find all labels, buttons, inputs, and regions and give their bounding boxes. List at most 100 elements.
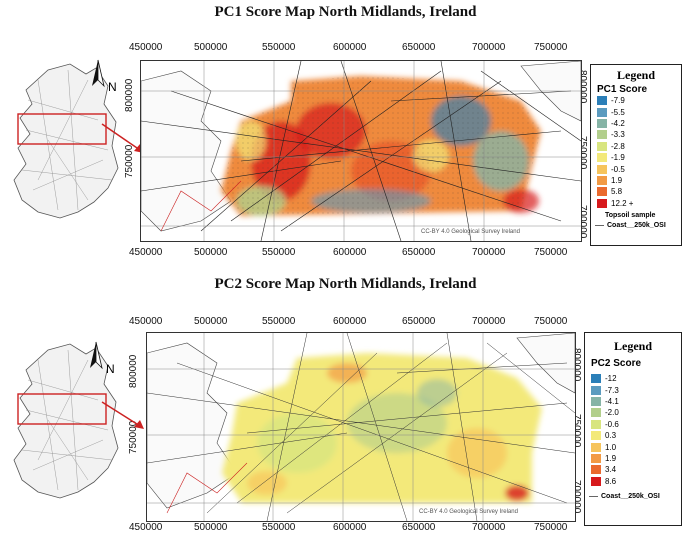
legend-swatch [591, 453, 601, 463]
legend-swatch [597, 175, 607, 185]
legend-entry: -2.0 [591, 407, 681, 418]
legend-swatch [591, 374, 601, 384]
x-tick-label: 450000 [129, 316, 163, 327]
north-arrow-icon [92, 59, 105, 88]
legend-coast-entry: Coast__250k_OSI [589, 493, 681, 500]
study-area-box [17, 393, 107, 425]
legend-subtitle: PC2 Score [591, 358, 642, 369]
legend-entry-label: 5.8 [611, 187, 623, 197]
legend-entry-label: -0.5 [611, 164, 625, 174]
x-tick-label: 750000 [534, 42, 568, 53]
legend-entry: -1.9 [597, 152, 681, 163]
legend-entry: -12 [591, 373, 681, 384]
x-tick-label: 700000 [472, 247, 506, 258]
legend-entry-label: 1.0 [605, 442, 617, 452]
x-tick-label: 450000 [129, 42, 163, 53]
pc1-map-frame: CC-BY 4.0 Geological Survey Ireland [140, 60, 582, 242]
legend-entry: -2.8 [597, 141, 681, 152]
x-tick-label: 650000 [402, 522, 436, 533]
legend-entry: -4.1 [591, 396, 681, 407]
legend-swatch [597, 187, 607, 197]
legend-entry-label: 8.6 [605, 476, 617, 486]
x-tick-label: 700000 [472, 522, 506, 533]
x-tick-label: 750000 [534, 316, 568, 327]
legend-entry: -0.5 [597, 163, 681, 174]
legend-title: Legend [613, 339, 652, 353]
x-tick-label: 500000 [194, 247, 228, 258]
legend-swatch [591, 408, 601, 418]
zoom-arrow-icon [101, 401, 144, 429]
legend-entry: -5.5 [597, 106, 681, 117]
legend-entry-label: 3.4 [605, 465, 617, 475]
ireland-inset-map [13, 63, 119, 219]
ireland-inset-map [13, 343, 119, 499]
x-tick-label: 450000 [129, 247, 163, 258]
legend-entry: 1.9 [597, 175, 681, 186]
legend-entry-label: -12 [605, 374, 617, 384]
legend-coast-entry: Coast__250k_OSI [595, 222, 681, 229]
legend-entry-label: -7.9 [611, 96, 625, 106]
x-tick-label: 550000 [262, 522, 296, 533]
legend-swatch [597, 130, 607, 140]
legend-swatch [591, 476, 601, 486]
x-tick-label: 700000 [472, 42, 506, 53]
y-tick-label: 800000 [128, 354, 139, 388]
legend-entry-label: 0.3 [605, 431, 617, 441]
x-tick-label: 550000 [262, 42, 296, 53]
x-tick-label: 500000 [194, 522, 228, 533]
map-title: PC2 Score Map North Midlands, Ireland [214, 276, 477, 292]
legend-swatch [591, 442, 601, 452]
pc1-map-canvas [141, 61, 581, 241]
legend-swatch [591, 385, 601, 395]
legend-entry: 0.3 [591, 430, 681, 441]
x-tick-label: 600000 [333, 247, 367, 258]
legend-swatch [597, 118, 607, 128]
legend-entry-label: -3.3 [611, 130, 625, 140]
pc1-panel: PC1 Score Map North Midlands, Ireland 45… [0, 0, 691, 265]
legend-swatch [591, 465, 601, 475]
pc2-map-canvas [147, 333, 575, 521]
legend-entry: 5.8 [597, 186, 681, 197]
legend-entry-label: -4.1 [605, 396, 619, 406]
legend-title: Legend [616, 68, 655, 82]
legend-swatch [597, 164, 607, 174]
x-tick-label: 550000 [262, 247, 296, 258]
legend-swatch [597, 198, 607, 208]
legend-swatch [591, 419, 601, 429]
legend-entry-label: 1.9 [605, 453, 617, 463]
study-area-box [17, 113, 107, 145]
legend-swatch [591, 396, 601, 406]
legend-swatch [597, 141, 607, 151]
legend-swatch [597, 96, 607, 106]
x-tick-label: 650000 [402, 42, 436, 53]
x-tick-label: 550000 [262, 316, 296, 327]
legend-entry-label: -2.0 [605, 408, 619, 418]
pc2-panel: PC2 Score Map North Midlands, Ireland 45… [0, 268, 691, 533]
x-tick-label: 600000 [333, 316, 367, 327]
legend-entry-label: -5.5 [611, 107, 625, 117]
legend-entry: -0.6 [591, 419, 681, 430]
legend-entry: -7.3 [591, 384, 681, 395]
north-label: N [106, 362, 115, 376]
map-title: PC1 Score Map North Midlands, Ireland [214, 4, 477, 20]
pc1-legend: Legend PC1 Score -7.9 -5.5 -4.2 -3.3 -2.8 -1.… [590, 64, 682, 246]
x-tick-label: 500000 [194, 316, 228, 327]
legend-entry: -4.2 [597, 118, 681, 129]
legend-entry: 3.4 [591, 464, 681, 475]
x-tick-label: 500000 [194, 42, 228, 53]
legend-coast-label: Coast__250k_OSI [601, 492, 660, 500]
legend-entry-label: -7.3 [605, 385, 619, 395]
legend-sample-label: Topsoil sample [605, 211, 656, 219]
legend-entry-label: -1.9 [611, 153, 625, 163]
x-tick-label: 650000 [402, 316, 436, 327]
attribution: CC-BY 4.0 Geological Survey Ireland [419, 509, 518, 515]
legend-coast-label: Coast__250k_OSI [607, 221, 666, 229]
legend-entry-label: 12.2 + [611, 198, 634, 208]
legend-entry: 8.6 [591, 476, 681, 487]
attribution: CC-BY 4.0 Geological Survey Ireland [421, 229, 520, 235]
legend-entry: -3.3 [597, 129, 681, 140]
legend-entry: 1.9 [591, 453, 681, 464]
legend-entry-label: -4.2 [611, 118, 625, 128]
legend-entry-label: -2.8 [611, 141, 625, 151]
x-tick-label: 650000 [402, 247, 436, 258]
